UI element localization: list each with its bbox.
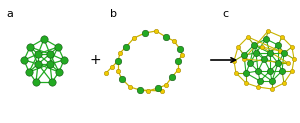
Point <box>256 70 260 72</box>
Point <box>142 32 147 34</box>
Point <box>138 89 142 91</box>
Point <box>28 46 32 48</box>
Point <box>286 62 290 64</box>
Point <box>50 81 54 83</box>
Text: b: b <box>110 9 117 19</box>
Point <box>22 59 26 61</box>
Point <box>48 53 52 55</box>
Point <box>268 70 272 72</box>
Point <box>36 63 40 65</box>
Point <box>48 63 52 65</box>
Point <box>160 90 164 92</box>
Point <box>280 70 284 72</box>
Point <box>110 66 114 68</box>
Point <box>268 52 272 54</box>
Point <box>176 69 180 71</box>
Point <box>154 30 158 32</box>
Point <box>292 58 296 60</box>
Point <box>56 46 60 48</box>
Point <box>124 46 128 48</box>
Point <box>290 46 294 48</box>
Point <box>270 80 274 82</box>
Point <box>169 76 174 78</box>
Point <box>266 30 270 32</box>
Text: +: + <box>89 53 101 67</box>
Text: c: c <box>222 9 228 19</box>
Point <box>276 44 280 46</box>
Point <box>178 48 182 50</box>
Point <box>180 54 184 56</box>
Point <box>164 36 168 38</box>
Point <box>176 60 180 62</box>
Point <box>34 81 38 83</box>
Point <box>282 82 286 84</box>
Point <box>278 50 282 52</box>
Point <box>103 72 108 74</box>
Point <box>242 58 246 60</box>
Point <box>57 71 62 73</box>
Point <box>246 36 250 38</box>
Point <box>118 52 122 54</box>
Point <box>280 36 284 38</box>
Point <box>258 80 262 82</box>
Text: a: a <box>6 9 13 19</box>
Point <box>236 46 240 48</box>
Point <box>260 46 264 48</box>
Point <box>264 38 268 40</box>
Point <box>61 59 66 61</box>
Point <box>244 82 248 84</box>
Point <box>234 72 239 74</box>
Point <box>254 52 258 54</box>
Point <box>276 62 280 64</box>
Point <box>282 52 286 54</box>
Point <box>164 84 168 86</box>
Point <box>290 70 294 72</box>
Point <box>120 78 124 80</box>
Point <box>132 37 136 39</box>
Point <box>42 38 46 40</box>
Point <box>116 70 120 72</box>
Point <box>156 87 161 89</box>
Point <box>27 71 32 73</box>
Point <box>36 53 40 55</box>
Point <box>262 58 266 60</box>
Point <box>116 60 120 62</box>
Point <box>270 88 274 90</box>
Point <box>244 72 248 74</box>
Point <box>146 90 150 92</box>
Point <box>252 44 256 46</box>
Point <box>172 40 176 42</box>
Point <box>248 62 252 64</box>
Point <box>242 54 246 56</box>
Point <box>256 86 260 88</box>
Point <box>128 86 132 88</box>
Point <box>232 60 236 62</box>
